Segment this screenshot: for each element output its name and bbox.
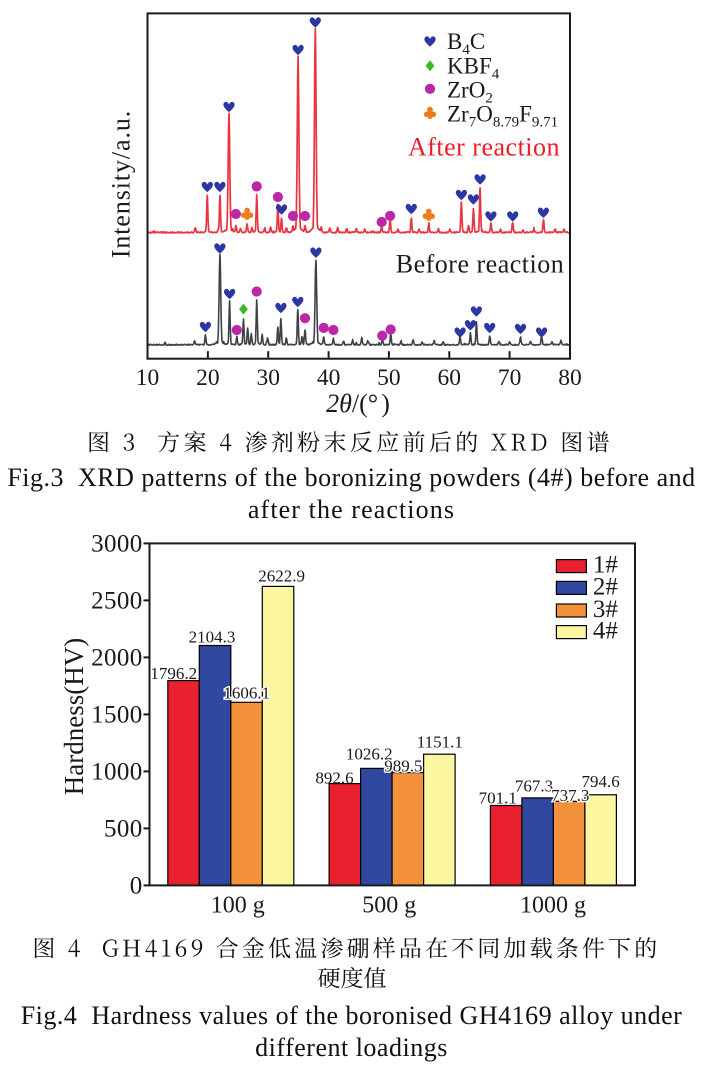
svg-text:KBF4: KBF4: [447, 54, 500, 83]
svg-text:Zr7O8.79F9.71: Zr7O8.79F9.71: [447, 102, 558, 131]
svg-text:737.3: 737.3: [551, 786, 589, 805]
svg-text:1606.1: 1606.1: [223, 684, 270, 703]
svg-text:50: 50: [377, 365, 401, 391]
svg-text:2104.3: 2104.3: [189, 628, 236, 647]
svg-text:2500: 2500: [91, 588, 143, 615]
svg-text:100 g: 100 g: [211, 893, 265, 919]
svg-text:0: 0: [130, 873, 143, 900]
svg-text:989.5: 989.5: [384, 757, 422, 776]
svg-text:500: 500: [104, 816, 143, 843]
svg-text:40: 40: [317, 365, 341, 391]
svg-text:500 g: 500 g: [362, 893, 416, 919]
svg-text:1500: 1500: [91, 702, 143, 729]
svg-text:794.6: 794.6: [581, 772, 619, 791]
svg-text:767.3: 767.3: [515, 777, 553, 796]
svg-text:After reaction: After reaction: [408, 133, 560, 162]
svg-text:1000 g: 1000 g: [520, 893, 586, 919]
svg-text:2000: 2000: [91, 645, 143, 672]
svg-text:2622.9: 2622.9: [258, 567, 305, 586]
svg-text:Hardness(HV): Hardness(HV): [59, 638, 89, 795]
svg-text:2#: 2#: [593, 573, 619, 600]
svg-text:Before reaction: Before reaction: [396, 250, 564, 279]
svg-text:701.1: 701.1: [479, 789, 517, 808]
svg-text:2θ/(°): 2θ/(°): [326, 389, 390, 418]
svg-text:70: 70: [498, 365, 522, 391]
svg-text:4#: 4#: [593, 618, 619, 645]
svg-text:3#: 3#: [593, 596, 619, 623]
svg-text:30: 30: [256, 365, 280, 391]
svg-text:1151.1: 1151.1: [417, 733, 463, 752]
svg-text:1796.2: 1796.2: [150, 664, 197, 683]
svg-text:Intensity/a.u.: Intensity/a.u.: [107, 110, 136, 258]
svg-text:80: 80: [558, 365, 582, 391]
svg-text:10: 10: [136, 365, 160, 391]
svg-text:3000: 3000: [91, 531, 143, 558]
svg-text:ZrO2: ZrO2: [447, 78, 493, 107]
svg-text:20: 20: [196, 365, 220, 391]
svg-text:1000: 1000: [91, 759, 143, 786]
svg-text:892.6: 892.6: [315, 769, 353, 788]
svg-text:1#: 1#: [593, 552, 619, 579]
svg-text:60: 60: [438, 365, 462, 391]
svg-text:1026.2: 1026.2: [346, 744, 393, 763]
